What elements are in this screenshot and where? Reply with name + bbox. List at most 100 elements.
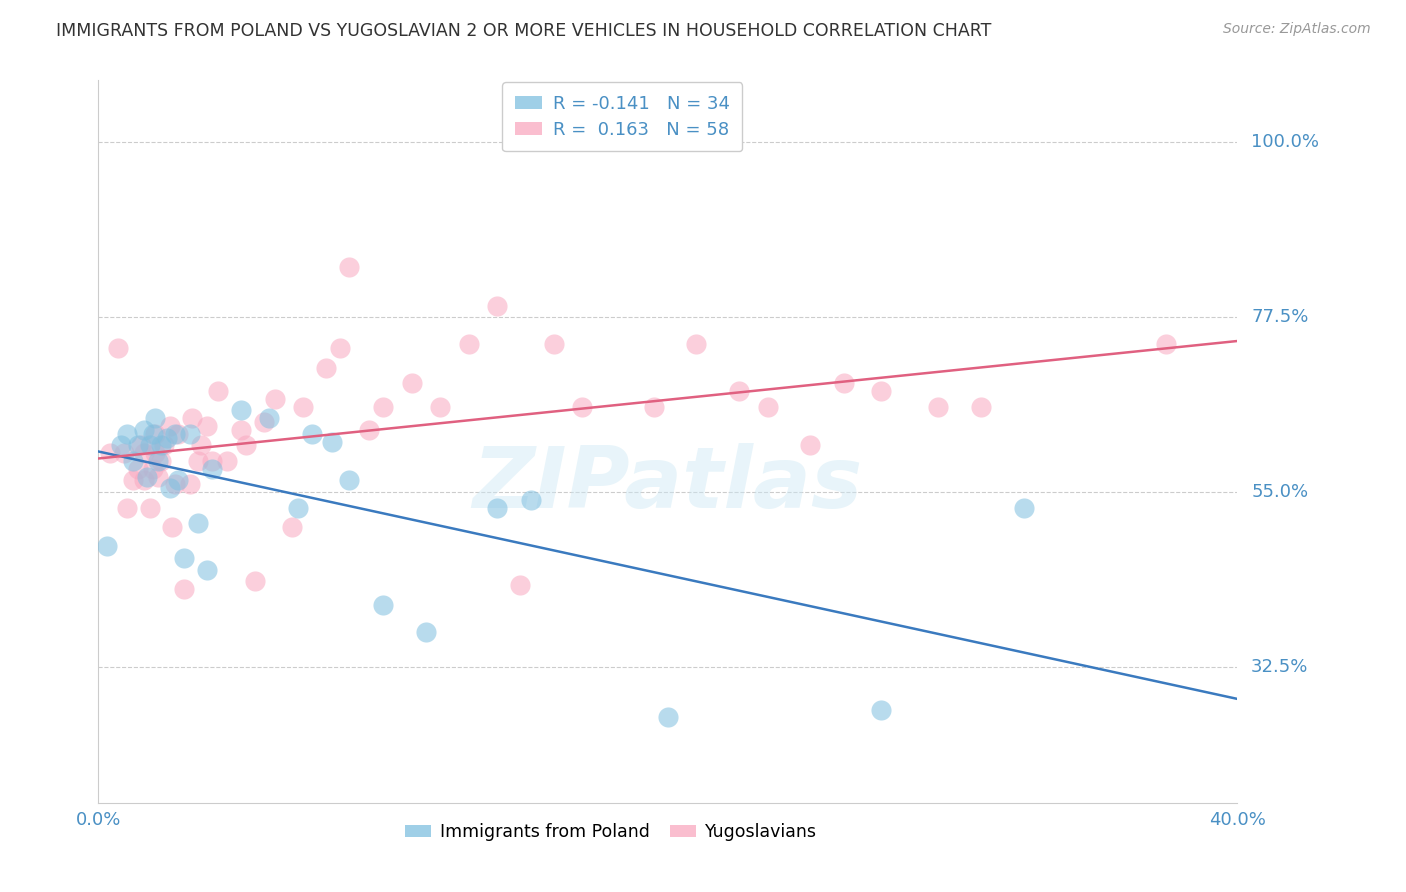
Point xyxy=(110,438,132,452)
Text: ZIPatlas: ZIPatlas xyxy=(472,443,863,526)
Point xyxy=(167,474,190,488)
Point xyxy=(259,411,281,425)
Point xyxy=(165,477,187,491)
Point xyxy=(486,500,509,515)
Point xyxy=(138,500,160,515)
Point xyxy=(643,400,665,414)
Point xyxy=(98,446,121,460)
Point xyxy=(129,438,152,452)
Point xyxy=(571,400,593,414)
Point xyxy=(165,426,187,441)
Point xyxy=(229,423,252,437)
Point xyxy=(141,461,163,475)
Point xyxy=(150,454,173,468)
Point xyxy=(401,376,423,391)
Point xyxy=(657,710,679,724)
Point xyxy=(543,337,565,351)
Point xyxy=(201,454,224,468)
Point xyxy=(756,400,779,414)
Point xyxy=(195,419,218,434)
Point xyxy=(243,574,266,589)
Point xyxy=(215,454,238,468)
Point xyxy=(190,438,212,452)
Point xyxy=(127,438,149,452)
Point xyxy=(135,469,157,483)
Point xyxy=(970,400,993,414)
Text: 32.5%: 32.5% xyxy=(1251,657,1309,676)
Text: 100.0%: 100.0% xyxy=(1251,134,1319,152)
Point xyxy=(207,384,229,398)
Text: Source: ZipAtlas.com: Source: ZipAtlas.com xyxy=(1223,22,1371,37)
Point xyxy=(187,516,209,530)
Point xyxy=(195,563,218,577)
Point xyxy=(173,582,195,596)
Text: 77.5%: 77.5% xyxy=(1251,309,1309,326)
Point xyxy=(799,438,821,452)
Point xyxy=(337,260,360,274)
Point xyxy=(235,438,257,452)
Point xyxy=(148,469,170,483)
Point xyxy=(115,500,138,515)
Point xyxy=(132,474,155,488)
Point xyxy=(179,477,201,491)
Point xyxy=(201,461,224,475)
Point xyxy=(373,598,395,612)
Point xyxy=(292,400,315,414)
Point xyxy=(429,400,451,414)
Point xyxy=(181,411,204,425)
Point xyxy=(415,624,437,639)
Point xyxy=(927,400,949,414)
Point xyxy=(321,434,343,449)
Point xyxy=(141,426,163,441)
Point xyxy=(162,520,184,534)
Point xyxy=(167,426,190,441)
Point xyxy=(870,702,893,716)
Point xyxy=(159,481,181,495)
Point xyxy=(301,426,323,441)
Point xyxy=(138,438,160,452)
Point xyxy=(127,461,149,475)
Point xyxy=(264,392,287,406)
Point xyxy=(150,438,173,452)
Point xyxy=(457,337,479,351)
Point xyxy=(121,454,143,468)
Point xyxy=(728,384,751,398)
Point xyxy=(685,337,707,351)
Point xyxy=(107,341,129,355)
Point xyxy=(520,492,543,507)
Point xyxy=(115,426,138,441)
Point xyxy=(173,551,195,566)
Point xyxy=(357,423,380,437)
Point xyxy=(121,474,143,488)
Point xyxy=(287,500,309,515)
Point xyxy=(373,400,395,414)
Point xyxy=(112,446,135,460)
Point xyxy=(1154,337,1177,351)
Point xyxy=(145,446,167,460)
Point xyxy=(156,431,179,445)
Point xyxy=(329,341,352,355)
Point xyxy=(187,454,209,468)
Point xyxy=(252,415,274,429)
Point xyxy=(870,384,893,398)
Point xyxy=(145,411,167,425)
Point xyxy=(315,360,337,375)
Point xyxy=(281,520,304,534)
Legend: Immigrants from Poland, Yugoslavians: Immigrants from Poland, Yugoslavians xyxy=(398,816,824,848)
Point xyxy=(96,540,118,554)
Text: IMMIGRANTS FROM POLAND VS YUGOSLAVIAN 2 OR MORE VEHICLES IN HOUSEHOLD CORRELATIO: IMMIGRANTS FROM POLAND VS YUGOSLAVIAN 2 … xyxy=(56,22,991,40)
Point xyxy=(337,474,360,488)
Point xyxy=(153,438,176,452)
Point xyxy=(229,403,252,417)
Point xyxy=(132,423,155,437)
Point xyxy=(145,426,167,441)
Point xyxy=(179,426,201,441)
Point xyxy=(159,419,181,434)
Text: 55.0%: 55.0% xyxy=(1251,483,1309,501)
Point xyxy=(509,578,531,592)
Point xyxy=(132,446,155,460)
Point xyxy=(148,454,170,468)
Point xyxy=(1012,500,1035,515)
Point xyxy=(834,376,856,391)
Point xyxy=(486,299,509,313)
